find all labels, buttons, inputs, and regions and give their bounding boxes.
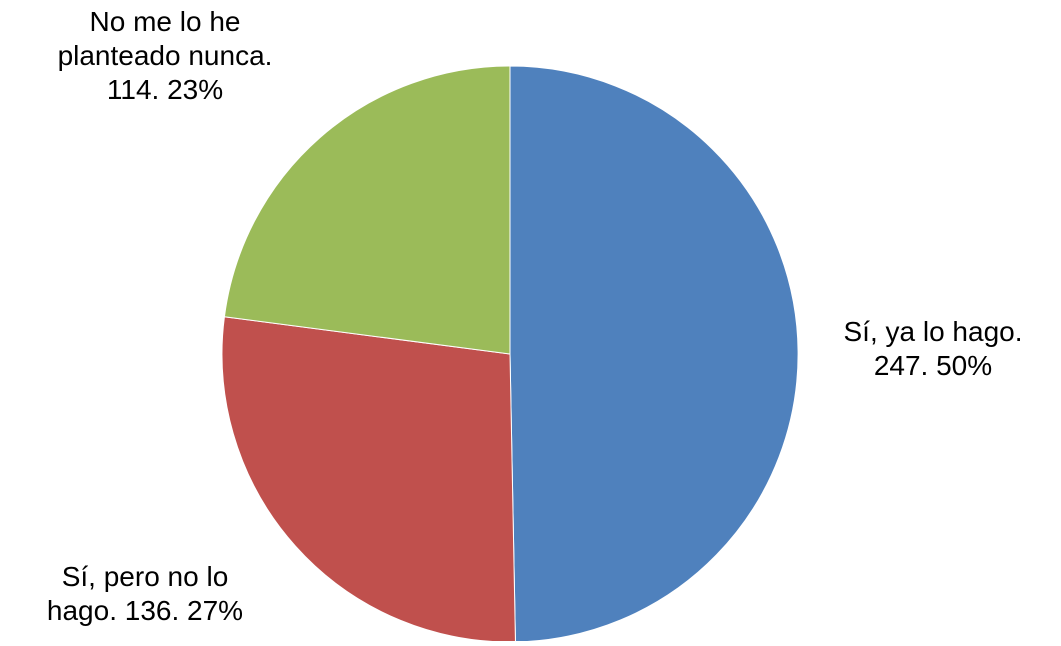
pie-slice-0 [509, 65, 799, 643]
data-label-line: Sí, pero no lo [61, 561, 229, 592]
data-label-no-me-lo-he-planteado: No me lo he planteado nunca. 114. 23% [0, 5, 330, 107]
data-label-line: hago. 136. 27% [46, 595, 244, 626]
data-label-line: No me lo he [89, 6, 241, 37]
data-label-line: planteado nunca. [57, 40, 273, 71]
data-label-line: 247. 50% [873, 350, 993, 381]
data-label-si-ya-lo-hago: Sí, ya lo hago. 247. 50% [808, 315, 1058, 383]
data-label-si-pero-no-lo-hago: Sí, pero no lo hago. 136. 27% [10, 560, 280, 628]
pie-slice-1 [221, 316, 516, 643]
data-label-line: 114. 23% [106, 74, 224, 105]
data-label-line: Sí, ya lo hago. [843, 316, 1023, 347]
pie-slice-2 [223, 65, 511, 355]
